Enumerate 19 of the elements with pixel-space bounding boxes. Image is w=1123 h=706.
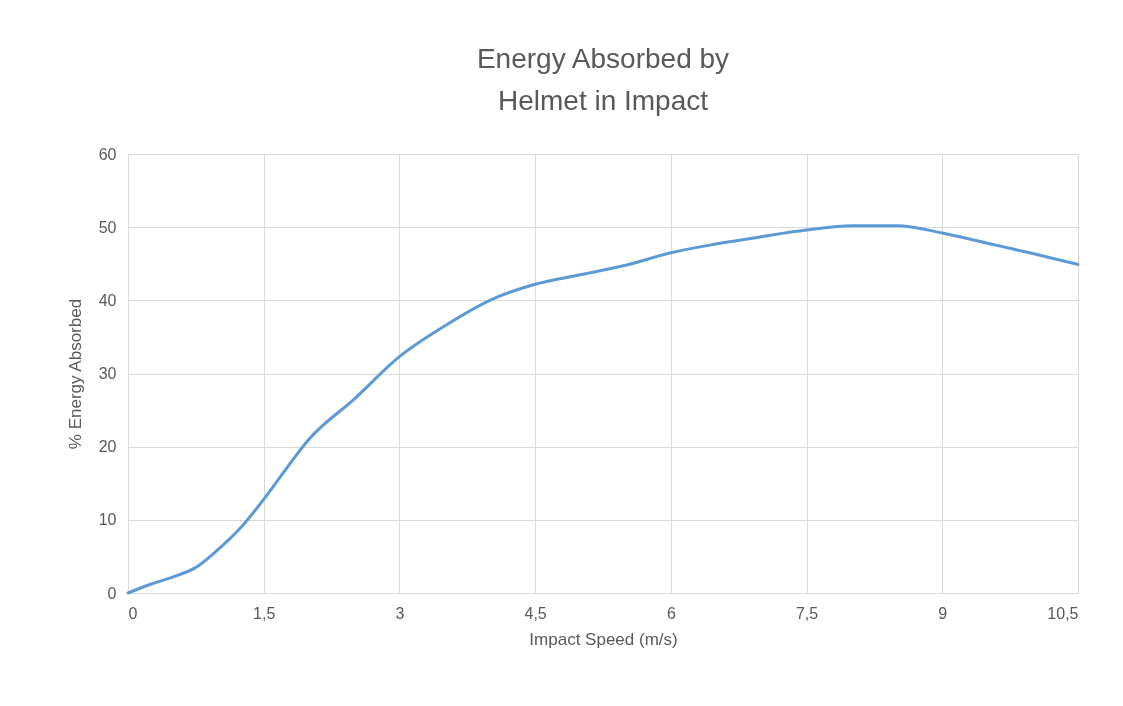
y-tick-label: 60 bbox=[98, 145, 117, 163]
line-series bbox=[126, 224, 1080, 595]
x-axis-title: Impact Speed (m/s) bbox=[529, 629, 678, 649]
y-tick-label: 20 bbox=[98, 438, 117, 456]
x-tick-label: 9 bbox=[938, 604, 948, 622]
y-axis-title: % Energy Absorbed bbox=[65, 298, 85, 450]
y-tick-label: 30 bbox=[98, 365, 117, 382]
y-tick-label: 10 bbox=[98, 511, 117, 529]
chart-title: Energy Absorbed by Helmet in Impact bbox=[476, 43, 730, 116]
x-tick-label: 7,5 bbox=[795, 604, 819, 622]
x-tick-label: 1,5 bbox=[253, 604, 276, 622]
x-tick-label: 3 bbox=[395, 604, 405, 622]
x-tick-label: 10,5 bbox=[1047, 604, 1079, 622]
y-tick-label: 50 bbox=[98, 218, 117, 236]
y-tick-label: 0 bbox=[107, 584, 117, 602]
x-tick-label: 6 bbox=[666, 604, 676, 622]
y-tick-label: 40 bbox=[98, 291, 117, 309]
x-tick-label: 4,5 bbox=[524, 604, 547, 622]
x-tick-label: 0 bbox=[128, 604, 138, 622]
